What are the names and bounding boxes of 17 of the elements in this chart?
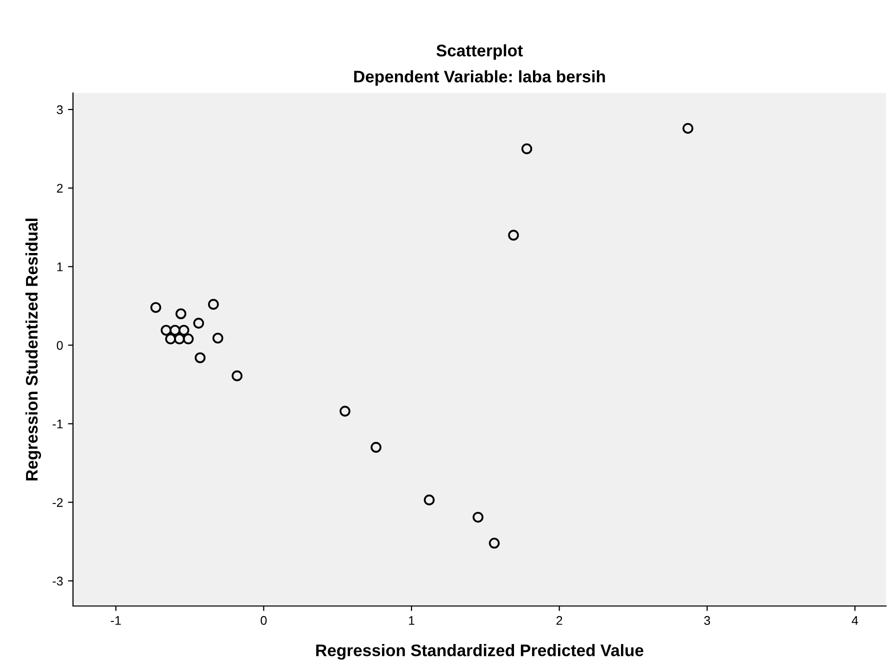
x-tick-label: -1 xyxy=(110,616,121,625)
chart-title: Scatterplot xyxy=(436,44,523,60)
y-tick-label: 0 xyxy=(56,340,63,350)
x-tick-label: 1 xyxy=(408,616,414,625)
x-tick-label: 3 xyxy=(704,616,710,625)
chart-subtitle: Dependent Variable: laba bersih xyxy=(354,70,605,86)
y-tick-label: 1 xyxy=(57,262,63,272)
x-tick-label: 0 xyxy=(260,616,267,625)
x-axis-title: Regression Standardized Predicted Value xyxy=(316,644,644,660)
y-tick-label: 2 xyxy=(56,184,63,193)
y-axis-title: Regression Studentized Residual xyxy=(25,218,42,480)
y-tick-label: -3 xyxy=(52,576,63,586)
x-tick-label: 4 xyxy=(852,616,858,625)
y-tick-label: -1 xyxy=(52,420,63,428)
x-tick-label: 2 xyxy=(556,616,562,625)
y-tick-label: 3 xyxy=(56,105,63,114)
y-tick-label: -2 xyxy=(52,498,63,507)
